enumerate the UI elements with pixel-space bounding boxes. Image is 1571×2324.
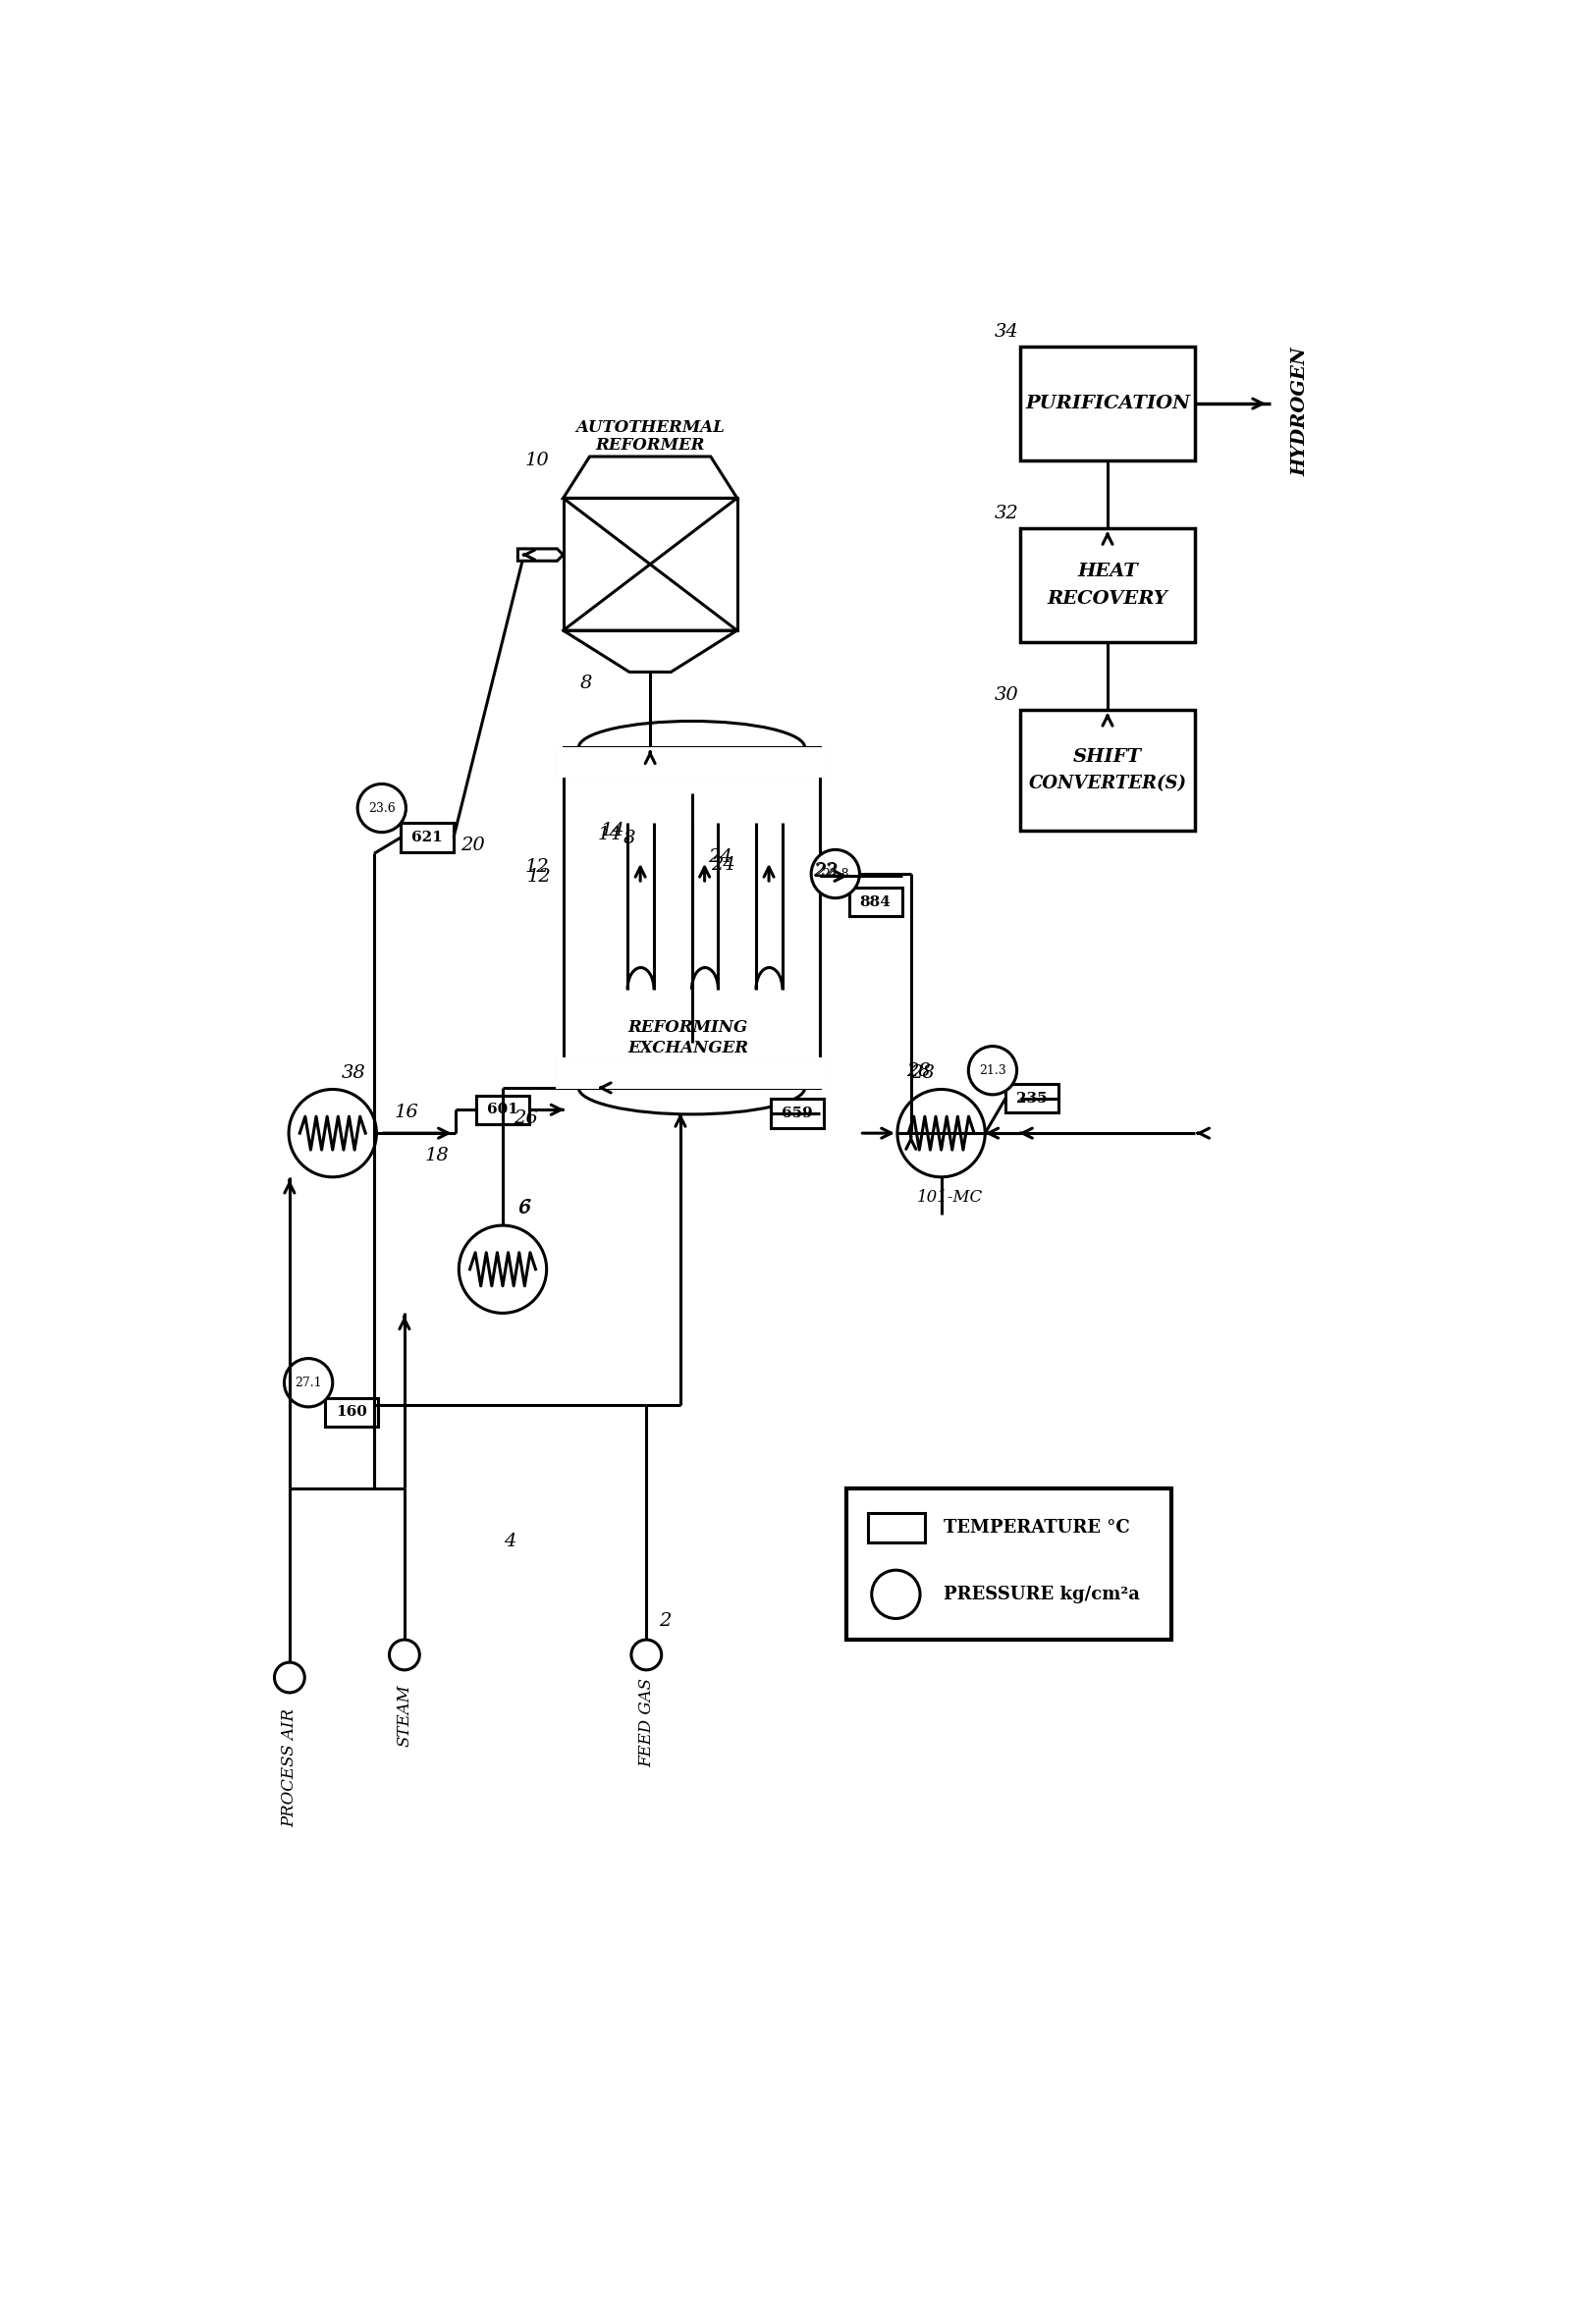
Circle shape [897,1090,985,1176]
Text: RECOVERY: RECOVERY [1048,590,1167,607]
Bar [1021,346,1194,460]
Text: 30: 30 [994,686,1020,704]
Bar [401,823,454,853]
Bar [476,1095,529,1125]
Text: 16: 16 [394,1104,419,1120]
Text: PURIFICATION: PURIFICATION [1024,395,1191,411]
Text: STEAM: STEAM [396,1685,413,1748]
Text: 27.1: 27.1 [295,1376,322,1390]
Text: 8: 8 [624,830,635,848]
Circle shape [968,1046,1016,1095]
Text: HEAT: HEAT [1078,562,1137,581]
Text: 659: 659 [782,1106,814,1120]
Circle shape [811,851,859,897]
Text: 235: 235 [1016,1092,1048,1106]
Text: CONVERTER(S): CONVERTER(S) [1029,776,1186,792]
Text: 12: 12 [526,869,551,885]
Text: FEED GAS: FEED GAS [638,1678,655,1769]
Text: 21.3: 21.3 [979,1064,1007,1076]
Circle shape [872,1571,921,1618]
Circle shape [284,1360,333,1406]
Text: 38: 38 [341,1064,366,1081]
Text: PRESSURE kg/cm²a: PRESSURE kg/cm²a [944,1585,1139,1604]
Text: 18: 18 [424,1148,449,1164]
FancyArrow shape [518,548,564,560]
Bar [848,888,902,916]
Circle shape [275,1662,305,1692]
Circle shape [632,1641,661,1671]
Bar [556,748,828,779]
Bar [1005,1083,1059,1113]
Text: AUTOTHERMAL: AUTOTHERMAL [575,418,724,437]
Bar [1021,709,1194,830]
Text: EXCHANGER: EXCHANGER [627,1041,748,1057]
Text: 14: 14 [599,825,622,844]
Text: TEMPERATURE °C: TEMPERATURE °C [944,1520,1130,1536]
Bar [325,1397,379,1427]
Text: 12: 12 [525,858,548,876]
Text: 621: 621 [412,830,443,844]
Text: HYDROGEN: HYDROGEN [1291,346,1309,476]
Text: 101-MC: 101-MC [917,1190,983,1206]
Text: SHIFT: SHIFT [1073,748,1142,765]
Text: 14: 14 [600,823,625,839]
Text: 24: 24 [709,848,732,867]
Text: REFORMING: REFORMING [628,1018,748,1037]
Circle shape [358,783,405,832]
Text: 34: 34 [994,323,1020,342]
Text: 601: 601 [487,1104,518,1116]
Text: 22: 22 [814,865,839,881]
Text: 22.8: 22.8 [822,867,848,881]
Circle shape [459,1225,547,1313]
Bar [847,1487,1172,1641]
Text: 22: 22 [812,862,837,881]
Circle shape [289,1090,377,1176]
Circle shape [390,1641,419,1671]
Text: 884: 884 [859,895,891,909]
Bar [1021,528,1194,641]
Text: REFORMER: REFORMER [595,437,705,453]
Text: 28: 28 [910,1064,935,1081]
Text: PROCESS AIR: PROCESS AIR [281,1708,298,1827]
Text: 26: 26 [514,1109,537,1127]
Text: 6: 6 [518,1199,529,1218]
Bar [564,748,820,1088]
Text: 8: 8 [580,674,592,693]
Text: 23.6: 23.6 [368,802,396,813]
Text: 32: 32 [994,504,1020,523]
Text: 20: 20 [460,837,484,853]
Bar [867,1513,925,1543]
Text: 24: 24 [712,855,735,874]
Text: 2: 2 [660,1613,671,1629]
Bar [556,1057,828,1088]
Bar [771,1099,825,1127]
Text: 4: 4 [504,1532,517,1550]
Text: 10: 10 [525,451,548,469]
Text: 160: 160 [336,1406,368,1420]
Text: 6: 6 [520,1199,531,1215]
Bar [564,497,737,630]
Text: 28: 28 [906,1062,930,1081]
